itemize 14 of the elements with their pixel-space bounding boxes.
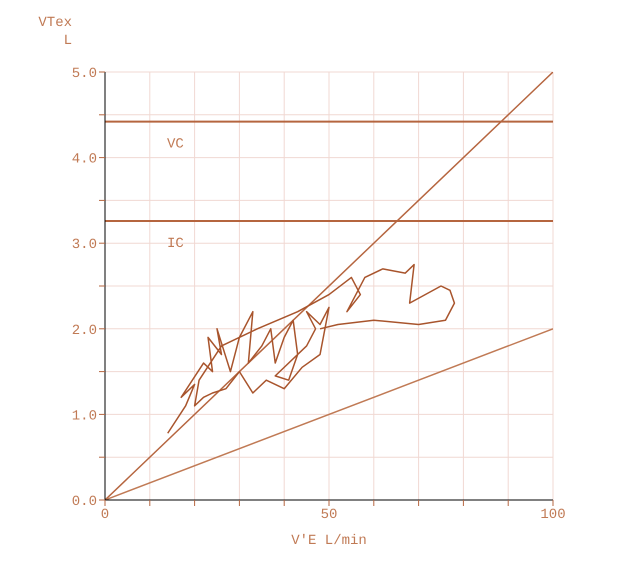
- y-tick-label: 5.0: [72, 66, 97, 82]
- x-tick-label: 100: [540, 506, 566, 523]
- line-series: [166, 264, 456, 434]
- x-tick-label: 0: [100, 506, 110, 523]
- y-tick-label: 2.0: [72, 322, 97, 339]
- y-tick-label: 1.0: [72, 408, 97, 424]
- y-tick-label: 0.0: [72, 494, 97, 510]
- ref-line-label: VC: [167, 136, 184, 153]
- y-axis-title: VTex L: [37, 14, 72, 50]
- y-tick-label: 4.0: [72, 152, 97, 168]
- x-axis-title: V'E L/min: [291, 533, 367, 549]
- y-tick-label: 3.0: [72, 237, 97, 254]
- ref-line-label: IC: [167, 236, 184, 252]
- x-tick-label: 50: [320, 506, 338, 523]
